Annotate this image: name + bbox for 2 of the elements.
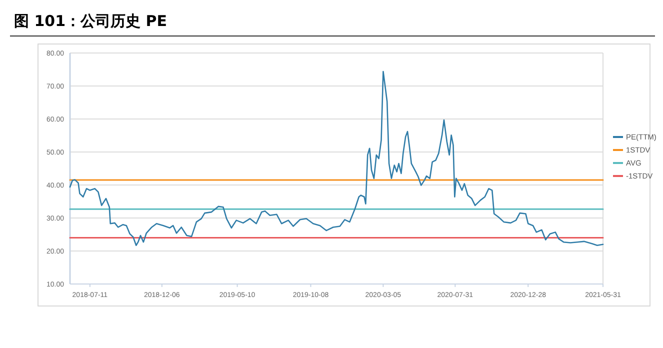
chart-title: 图 101：公司历史 PE: [14, 12, 167, 30]
line-series: [69, 70, 604, 246]
